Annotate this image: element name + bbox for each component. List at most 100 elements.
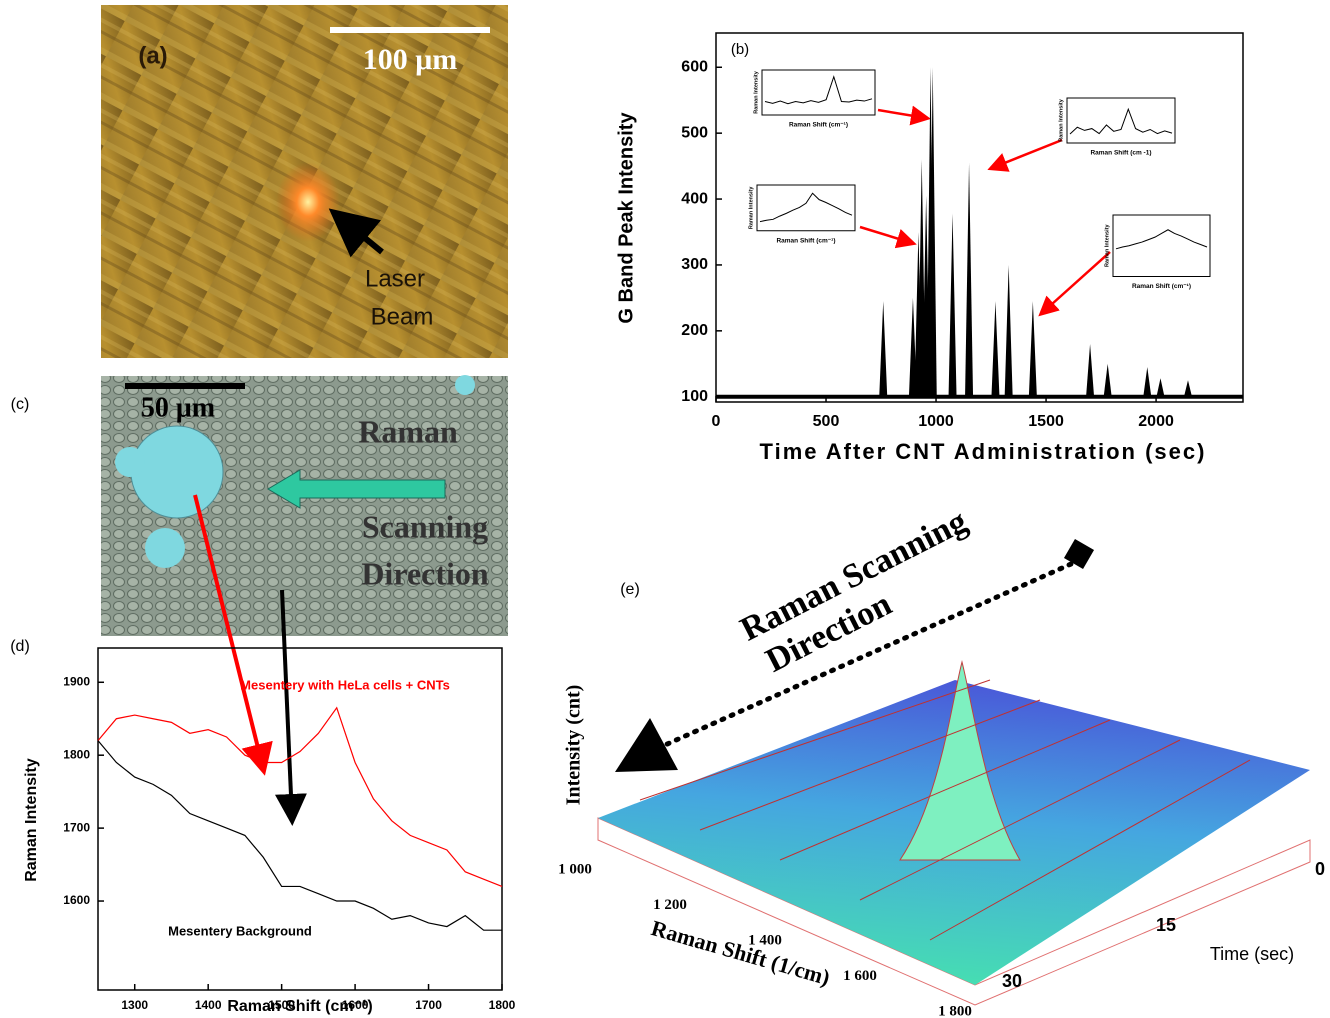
y-tick-label: 1600 <box>63 893 90 907</box>
panel-e <box>597 538 1311 1006</box>
x-tick-label: 1600 <box>342 998 369 1012</box>
inset-line <box>1069 107 1173 135</box>
laser-spot <box>276 162 340 242</box>
inset-x-title: Raman Shift (cm⁻¹) <box>1132 283 1191 290</box>
series-label: Mesentery with HeLa cells + CNTs <box>240 677 450 692</box>
scan-arrow <box>267 469 446 509</box>
inset-frame <box>1066 97 1176 144</box>
series-line <box>97 740 502 931</box>
spike <box>1103 363 1112 397</box>
panel-label: (e) <box>620 581 640 598</box>
spike <box>1004 264 1013 397</box>
series-line <box>97 706 503 888</box>
panel-label: (b) <box>731 41 749 58</box>
spike <box>1143 367 1152 397</box>
spike <box>908 297 917 397</box>
spike <box>1028 301 1037 397</box>
inset-arrow <box>987 138 1063 172</box>
spike <box>948 213 957 397</box>
x-tick-label: 1700 <box>415 998 442 1012</box>
x-tick-label: 2000 <box>1138 413 1174 430</box>
panel-label: (a) <box>138 42 167 69</box>
x-tick-label: 500 <box>813 413 840 430</box>
x-axis-title: Raman Shift (cm⁻¹) <box>227 998 372 1015</box>
x-tick-label: 1400 <box>195 998 222 1012</box>
y-tick-label: 200 <box>681 322 708 339</box>
x-tick-label: 1500 <box>1028 413 1064 430</box>
spike <box>1156 378 1165 397</box>
annotation: Beam <box>371 303 434 330</box>
x-tick-label: 1000 <box>918 413 954 430</box>
x-tick-label: 1 200 <box>653 897 687 913</box>
inset-line <box>759 192 853 223</box>
inset-y-title: Raman Intensity <box>1104 224 1110 267</box>
inset-arrows <box>859 105 1111 317</box>
panel-a: 100 μm (a) Laser Beam <box>101 5 508 358</box>
y-tick-label: 1800 <box>63 747 90 761</box>
scale-label: 100 μm <box>363 43 458 76</box>
y-axis-title: Raman Intensity <box>23 758 40 882</box>
inset-line <box>1115 229 1208 250</box>
inset-y-title: Raman Intensity <box>1058 98 1064 141</box>
y-tick-label: 400 <box>681 190 708 207</box>
cell <box>145 528 185 568</box>
spike <box>1086 344 1095 397</box>
inset-x-title: Raman Shift (cm⁻¹) <box>776 237 835 244</box>
y-tick-label: 1900 <box>63 674 90 688</box>
cell <box>130 425 224 519</box>
surface-peak <box>899 660 1021 861</box>
annotation: Direction <box>361 555 489 591</box>
panel-label: (d) <box>10 638 30 655</box>
panel-c: 50 μm (c) Raman Scanning Direction <box>11 375 508 636</box>
x-tick-label: 1500 <box>268 998 295 1012</box>
annotation: Raman <box>358 413 458 449</box>
x-tick-label: 1 000 <box>558 861 592 877</box>
slice-line <box>639 679 1251 941</box>
panel-label: (c) <box>11 396 30 413</box>
arrow-tail <box>1063 538 1095 570</box>
scan-direction <box>662 557 1083 748</box>
plot-frame <box>97 647 503 991</box>
y-tick-label: 600 <box>681 58 708 75</box>
x-tick-label: 0 <box>712 413 721 430</box>
link-arrow <box>274 589 307 826</box>
x-axis-title: Time After CNT Administration (sec) <box>760 439 1207 464</box>
y-tick-label: 100 <box>681 388 708 405</box>
x-tick-label: 1800 <box>489 998 516 1012</box>
inset-arrow <box>877 105 931 126</box>
scale-label: 50 μm <box>141 392 215 423</box>
inset-line <box>764 75 873 105</box>
plot-frame <box>715 32 1244 403</box>
inset-y-title: Raman Intensity <box>753 70 759 113</box>
inset-frame <box>756 184 856 232</box>
inset-x-title: Raman Shift (cm -1) <box>1090 150 1151 157</box>
cell <box>455 375 475 395</box>
y-tick-label: 1700 <box>63 820 90 834</box>
y-tick-label: 500 <box>681 124 708 141</box>
annotation: Scanning <box>362 508 488 544</box>
x-tick-label: 1 800 <box>938 1003 972 1018</box>
inset-y-title: Raman Intensity <box>748 186 754 229</box>
cell <box>115 447 145 477</box>
y-tick-label: 300 <box>681 256 708 273</box>
inset-frame <box>761 69 876 116</box>
y-axis-title: G Band Peak Intensity <box>615 112 637 324</box>
spike <box>1183 380 1192 397</box>
y-axis-title: Intensity (cnt) <box>563 685 585 806</box>
inset-arrow <box>859 225 917 249</box>
spike <box>928 67 937 397</box>
series-label: Mesentery Background <box>168 923 312 938</box>
annotation: Laser <box>365 265 425 292</box>
x-tick-label: 1300 <box>121 998 148 1012</box>
z-tick-label: 15 <box>1156 915 1176 935</box>
pointer-arrow <box>328 208 384 258</box>
spike <box>965 162 974 397</box>
x-tick-label: 1 400 <box>748 932 782 948</box>
spike <box>879 301 888 397</box>
inset-x-title: Raman Shift (cm⁻¹) <box>789 122 848 129</box>
arrow-head <box>615 718 678 772</box>
x-tick-label: 1 600 <box>843 968 877 984</box>
link-arrow <box>193 494 273 776</box>
inset-arrow <box>1038 251 1111 317</box>
